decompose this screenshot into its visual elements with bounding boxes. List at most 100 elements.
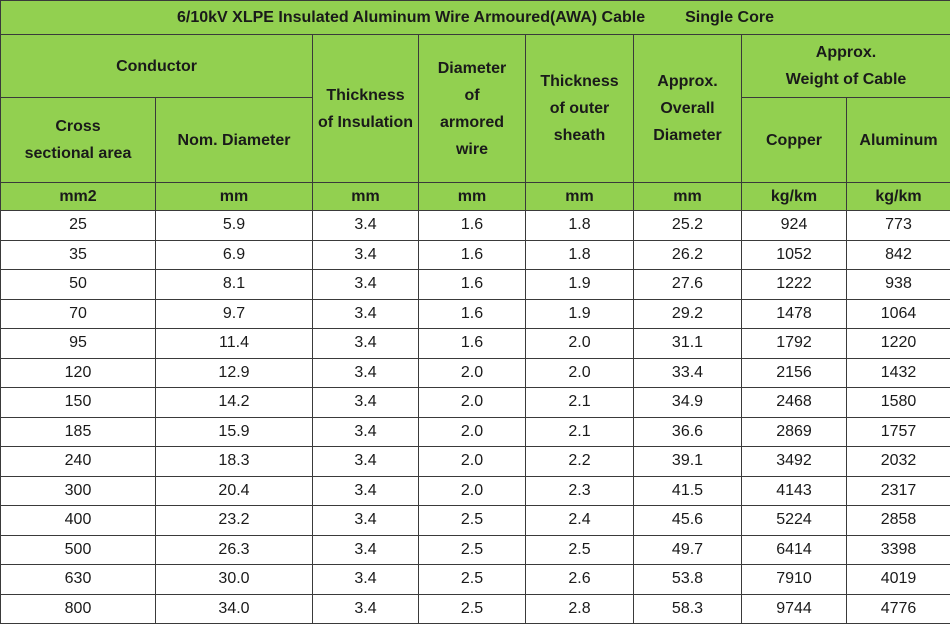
- cell-insulation-thickness: 3.4: [312, 475, 419, 506]
- unit-cell: mm: [633, 182, 742, 211]
- cell-overall-diameter: 53.8: [633, 564, 742, 595]
- cell-copper-weight: 1052: [741, 239, 847, 270]
- cell-cross-sectional-area: 25: [0, 210, 156, 241]
- cell-armored-wire-diameter: 2.0: [418, 446, 526, 477]
- cell-overall-diameter: 49.7: [633, 534, 742, 565]
- unit-cell: mm: [312, 182, 419, 211]
- cell-nom-diameter: 8.1: [155, 269, 313, 300]
- cell-insulation-thickness: 3.4: [312, 564, 419, 595]
- insulation-line2: of Insulation: [317, 113, 414, 131]
- cell-nom-diameter: 6.9: [155, 239, 313, 270]
- table-row: 630 30.0 3.4 2.5 2.6 53.8 7910 4019: [0, 564, 950, 595]
- cell-insulation-thickness: 3.4: [312, 269, 419, 300]
- header-outer-sheath-thickness: Thickness of outer sheath: [525, 34, 634, 183]
- cell-nom-diameter: 14.2: [155, 387, 313, 418]
- table-row: 400 23.2 3.4 2.5 2.4 45.6 5224 2858: [0, 505, 950, 536]
- cell-sheath-thickness: 1.9: [525, 269, 634, 300]
- cell-overall-diameter: 27.6: [633, 269, 742, 300]
- cell-nom-diameter: 23.2: [155, 505, 313, 536]
- cell-overall-diameter: 34.9: [633, 387, 742, 418]
- cell-nom-diameter: 30.0: [155, 564, 313, 595]
- cell-cross-sectional-area: 630: [0, 564, 156, 595]
- cell-copper-weight: 2468: [741, 387, 847, 418]
- cell-armored-wire-diameter: 1.6: [418, 269, 526, 300]
- cell-overall-diameter: 45.6: [633, 505, 742, 536]
- cell-cross-sectional-area: 35: [0, 239, 156, 270]
- table-row: 150 14.2 3.4 2.0 2.1 34.9 2468 1580: [0, 387, 950, 418]
- cell-insulation-thickness: 3.4: [312, 593, 419, 624]
- unit-cell: mm: [418, 182, 526, 211]
- cell-aluminum-weight: 2317: [846, 475, 950, 506]
- header-overall-diameter: Approx. Overall Diameter: [633, 34, 742, 183]
- cell-aluminum-weight: 1220: [846, 328, 950, 359]
- cell-sheath-thickness: 2.5: [525, 534, 634, 565]
- units-row: mm2 mm mm mm mm mm kg/km kg/km: [0, 182, 950, 211]
- cell-insulation-thickness: 3.4: [312, 387, 419, 418]
- cell-aluminum-weight: 2858: [846, 505, 950, 536]
- cell-copper-weight: 1478: [741, 298, 847, 329]
- cell-nom-diameter: 11.4: [155, 328, 313, 359]
- cell-armored-wire-diameter: 2.5: [418, 534, 526, 565]
- cell-sheath-thickness: 1.8: [525, 239, 634, 270]
- unit-cell: kg/km: [741, 182, 847, 211]
- cell-sheath-thickness: 2.2: [525, 446, 634, 477]
- cell-cross-sectional-area: 50: [0, 269, 156, 300]
- cell-copper-weight: 1222: [741, 269, 847, 300]
- cell-copper-weight: 9744: [741, 593, 847, 624]
- table-row: 35 6.9 3.4 1.6 1.8 26.2 1052 842: [0, 239, 950, 270]
- cell-sheath-thickness: 2.1: [525, 387, 634, 418]
- cell-nom-diameter: 15.9: [155, 416, 313, 447]
- table-body: 25 5.9 3.4 1.6 1.8 25.2 924 773 35 6.9 3.4 1.6 1.8 26…: [0, 210, 950, 624]
- cell-nom-diameter: 34.0: [155, 593, 313, 624]
- cell-aluminum-weight: 4019: [846, 564, 950, 595]
- cell-cross-sectional-area: 300: [0, 475, 156, 506]
- cell-aluminum-weight: 773: [846, 210, 950, 241]
- cell-sheath-thickness: 1.8: [525, 210, 634, 241]
- cell-aluminum-weight: 4776: [846, 593, 950, 624]
- cell-cross-sectional-area: 400: [0, 505, 156, 536]
- cell-armored-wire-diameter: 1.6: [418, 298, 526, 329]
- cell-aluminum-weight: 1757: [846, 416, 950, 447]
- cell-cross-sectional-area: 95: [0, 328, 156, 359]
- table-row: 240 18.3 3.4 2.0 2.2 39.1 3492 2032: [0, 446, 950, 477]
- header-armored-wire-diameter: Diameter of armored wire: [418, 34, 526, 183]
- sheath-line3: sheath: [553, 127, 606, 144]
- core-type-text: Single Core: [685, 9, 774, 26]
- cell-aluminum-weight: 842: [846, 239, 950, 270]
- cell-armored-wire-diameter: 2.5: [418, 505, 526, 536]
- cell-aluminum-weight: 1580: [846, 387, 950, 418]
- cell-overall-diameter: 26.2: [633, 239, 742, 270]
- cell-overall-diameter: 29.2: [633, 298, 742, 329]
- cell-copper-weight: 4143: [741, 475, 847, 506]
- cell-insulation-thickness: 3.4: [312, 328, 419, 359]
- cell-cross-sectional-area: 150: [0, 387, 156, 418]
- table-row: 185 15.9 3.4 2.0 2.1 36.6 2869 1757: [0, 416, 950, 447]
- cell-insulation-thickness: 3.4: [312, 357, 419, 388]
- cell-copper-weight: 2869: [741, 416, 847, 447]
- cell-armored-wire-diameter: 2.0: [418, 416, 526, 447]
- unit-cell: mm2: [0, 182, 156, 211]
- cell-overall-diameter: 39.1: [633, 446, 742, 477]
- cell-cross-sectional-area: 70: [0, 298, 156, 329]
- cell-nom-diameter: 12.9: [155, 357, 313, 388]
- weight-line1: Approx.: [815, 44, 877, 61]
- cell-armored-wire-diameter: 1.6: [418, 239, 526, 270]
- weight-line2: Weight of Cable: [785, 71, 907, 88]
- cell-sheath-thickness: 2.8: [525, 593, 634, 624]
- header-cross-sectional-area: Cross sectional area: [0, 97, 156, 183]
- table-row: 70 9.7 3.4 1.6 1.9 29.2 1478 1064: [0, 298, 950, 329]
- cell-sheath-thickness: 2.3: [525, 475, 634, 506]
- cell-cross-sectional-area: 185: [0, 416, 156, 447]
- cell-aluminum-weight: 1064: [846, 298, 950, 329]
- cell-overall-diameter: 58.3: [633, 593, 742, 624]
- table-title: 6/10kV XLPE Insulated Aluminum Wire Armo…: [0, 0, 950, 35]
- cell-nom-diameter: 18.3: [155, 446, 313, 477]
- cell-nom-diameter: 5.9: [155, 210, 313, 241]
- cell-insulation-thickness: 3.4: [312, 239, 419, 270]
- cell-insulation-thickness: 3.4: [312, 210, 419, 241]
- cell-insulation-thickness: 3.4: [312, 505, 419, 536]
- cell-copper-weight: 924: [741, 210, 847, 241]
- table-row: 25 5.9 3.4 1.6 1.8 25.2 924 773: [0, 210, 950, 241]
- cell-sheath-thickness: 2.6: [525, 564, 634, 595]
